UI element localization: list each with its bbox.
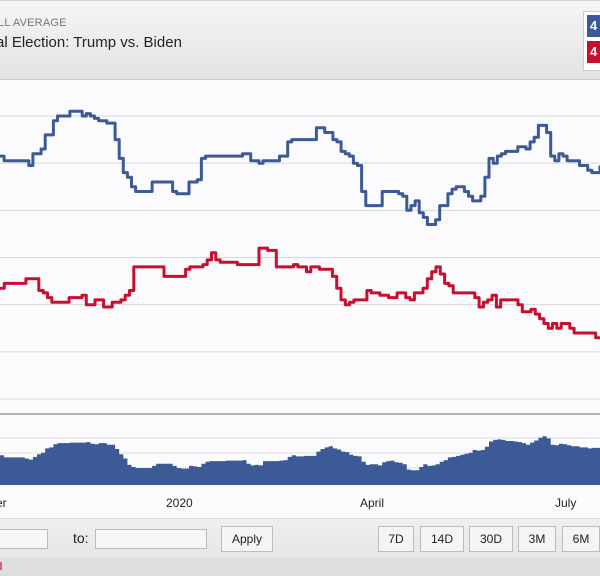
from-date-input[interactable] (0, 529, 48, 549)
navigator-spread-area (0, 436, 600, 485)
chart-title: al Election: Trump vs. Biden (0, 34, 182, 51)
legend-badge-trump: 4 (587, 41, 600, 63)
legend-badge-biden: 4 (587, 15, 600, 37)
to-label: to: (73, 530, 89, 546)
range-14d-button[interactable]: 14D (420, 526, 464, 552)
range-controls: to: Apply 7D 14D 30D 3M 6M (0, 518, 600, 558)
apply-button[interactable]: Apply (221, 526, 273, 552)
chart-header: LL AVERAGE al Election: Trump vs. Biden … (0, 0, 600, 80)
x-tick-label: July (555, 496, 577, 510)
range-3m-button[interactable]: 3M (518, 526, 556, 552)
range-6m-button[interactable]: 6M (562, 526, 600, 552)
x-tick-label: er (0, 496, 7, 510)
to-date-input[interactable] (95, 529, 207, 549)
line-chart (0, 109, 600, 485)
header-kicker: LL AVERAGE (0, 17, 67, 29)
biden-series-line (0, 109, 600, 226)
footer-marker (0, 562, 2, 570)
x-tick-label: 2020 (166, 496, 193, 510)
range-30d-button[interactable]: 30D (469, 526, 513, 552)
legend-badges: 4 4 (583, 11, 600, 71)
footer-bar (0, 558, 600, 576)
x-tick-label: April (360, 496, 385, 510)
gridlines (0, 115, 600, 400)
trump-series-line (0, 246, 600, 340)
range-7d-button[interactable]: 7D (378, 526, 414, 552)
